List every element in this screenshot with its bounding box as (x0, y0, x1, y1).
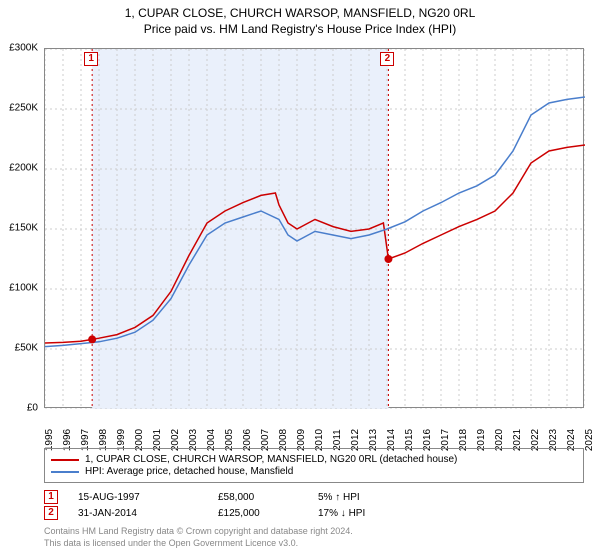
transaction-marker: 1 (44, 490, 58, 504)
sale-marker-bubble: 1 (84, 52, 98, 66)
y-tick-label: £150K (9, 223, 38, 234)
footer-line-1: Contains HM Land Registry data © Crown c… (44, 526, 584, 538)
title-line-1: 1, CUPAR CLOSE, CHURCH WARSOP, MANSFIELD… (0, 6, 600, 20)
legend-swatch (51, 459, 79, 461)
title-line-2: Price paid vs. HM Land Registry's House … (0, 22, 600, 36)
y-tick-label: £200K (9, 163, 38, 174)
y-axis-labels: £0£50K£100K£150K£200K£250K£300K (0, 48, 42, 408)
transaction-marker: 2 (44, 506, 58, 520)
transaction-row: 2 31-JAN-2014£125,00017% ↓ HPI (44, 506, 584, 520)
chart-container: 1, CUPAR CLOSE, CHURCH WARSOP, MANSFIELD… (0, 0, 600, 560)
transaction-date: 15-AUG-1997 (78, 492, 218, 503)
transactions-table: 1 15-AUG-1997£58,0005% ↑ HPI 2 31-JAN-2014£… (44, 488, 584, 522)
transaction-price: £125,000 (218, 508, 318, 519)
transaction-price: £58,000 (218, 492, 318, 503)
transaction-delta: 17% ↓ HPI (318, 508, 418, 519)
y-tick-label: £100K (9, 283, 38, 294)
chart-svg (45, 49, 585, 409)
y-tick-label: £0 (27, 403, 38, 414)
x-tick-label: 2025 (584, 429, 595, 451)
transaction-row: 1 15-AUG-1997£58,0005% ↑ HPI (44, 490, 584, 504)
sale-marker-bubble: 2 (380, 52, 394, 66)
chart-plot-area (44, 48, 584, 408)
legend-swatch (51, 471, 79, 473)
legend: 1, CUPAR CLOSE, CHURCH WARSOP, MANSFIELD… (44, 448, 584, 483)
legend-item: HPI: Average price, detached house, Mans… (51, 466, 577, 477)
title-area: 1, CUPAR CLOSE, CHURCH WARSOP, MANSFIELD… (0, 0, 600, 36)
y-tick-label: £300K (9, 43, 38, 54)
transaction-delta: 5% ↑ HPI (318, 492, 418, 503)
footer-attribution: Contains HM Land Registry data © Crown c… (44, 526, 584, 549)
legend-label: HPI: Average price, detached house, Mans… (85, 466, 293, 477)
y-tick-label: £250K (9, 103, 38, 114)
footer-line-2: This data is licensed under the Open Gov… (44, 538, 584, 550)
legend-item: 1, CUPAR CLOSE, CHURCH WARSOP, MANSFIELD… (51, 454, 577, 465)
transaction-date: 31-JAN-2014 (78, 508, 218, 519)
legend-label: 1, CUPAR CLOSE, CHURCH WARSOP, MANSFIELD… (85, 454, 457, 465)
x-axis-labels: 1995199619971998199920002001200220032004… (44, 410, 584, 450)
y-tick-label: £50K (15, 343, 38, 354)
